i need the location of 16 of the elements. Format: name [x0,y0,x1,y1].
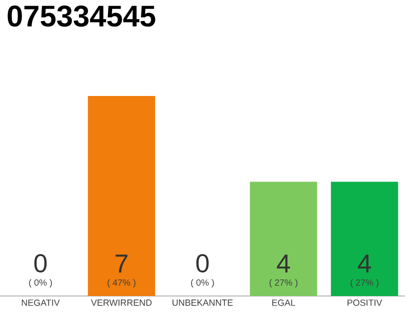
annotation: ( 27% ) [270,279,298,288]
data-label: 0 [34,254,47,272]
data-label: 4 [276,254,290,272]
data-label: 7 [116,254,128,272]
x-tick-label: POSITIV [348,300,382,306]
annotation: ( 47% ) [108,279,136,288]
annotation: ( 0% ) [191,279,214,288]
annotation: ( 0% ) [29,279,52,288]
chart-title: 075334545 [8,6,156,27]
annotation: ( 27% ) [350,279,378,288]
data-label: 0 [196,254,209,272]
x-tick-label: NEGATIV [22,300,60,306]
x-tick-label: UNBEKANNTE [172,300,233,306]
x-tick-label: EGAL [272,300,296,306]
data-label: 4 [358,254,371,272]
x-tick-label: VERWIRREND [90,300,152,306]
